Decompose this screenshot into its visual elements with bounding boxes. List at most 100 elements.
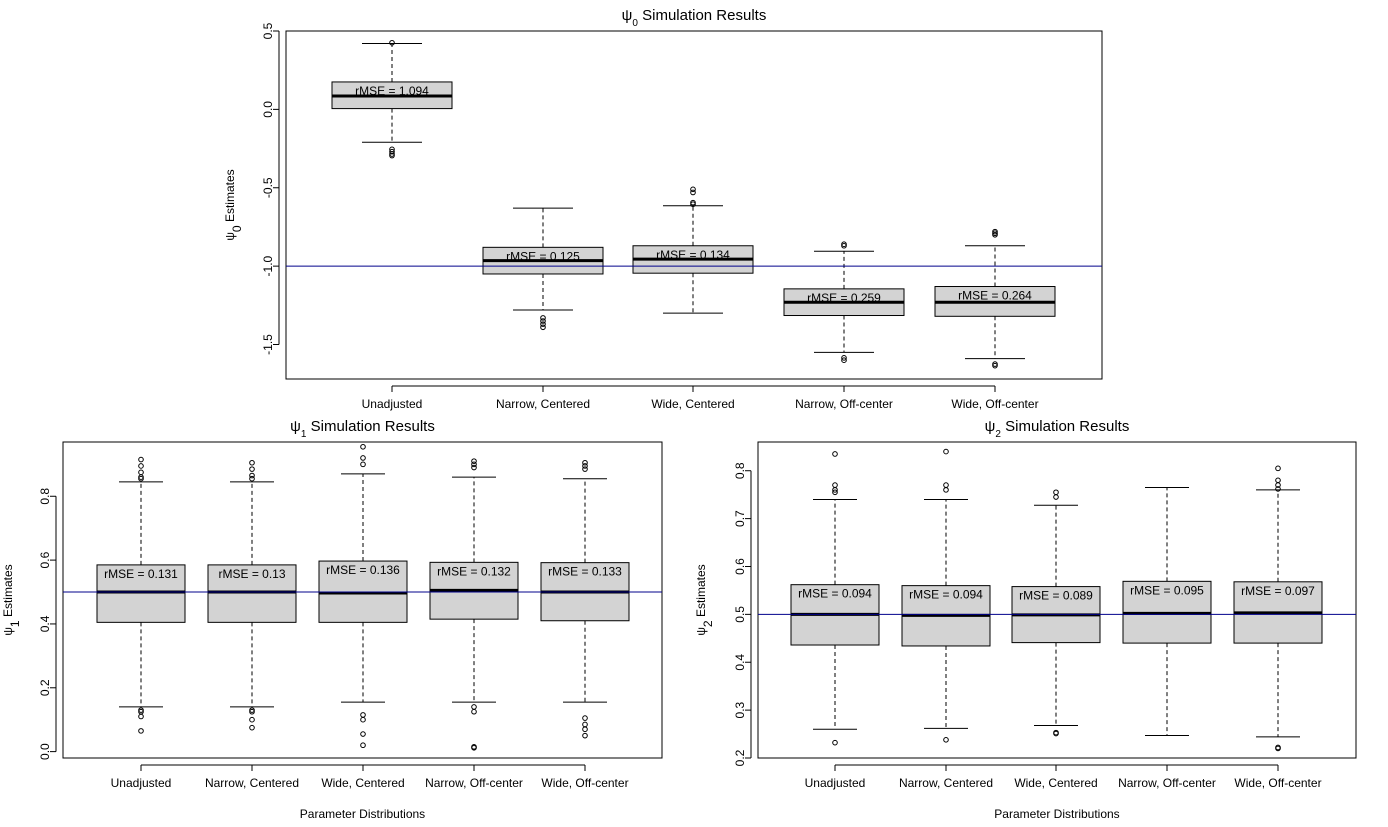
- rmse-label: rMSE = 0.097: [1241, 584, 1315, 598]
- outlier-point: [360, 461, 366, 468]
- outlier-point: [471, 708, 477, 715]
- outlier-point: [360, 731, 366, 737]
- outlier-point: [582, 715, 588, 721]
- y-tick-label: 0.3: [733, 701, 747, 718]
- x-tick-label: Unadjusted: [362, 397, 423, 411]
- outlier-point: [249, 708, 255, 715]
- x-tick-label: Wide, Off-center: [1234, 776, 1321, 790]
- y-axis-label-rest: Estimates: [694, 564, 708, 620]
- outlier-point: [249, 472, 255, 479]
- rmse-label: rMSE = 0.094: [909, 588, 983, 602]
- outlier-point: [1275, 486, 1281, 492]
- outlier-point: [389, 39, 395, 46]
- box-3: [632, 186, 754, 314]
- y-tick-label: -1.0: [261, 255, 275, 276]
- y-tick-label: 0.5: [733, 606, 747, 623]
- y-tick-label: 0.8: [733, 462, 747, 479]
- y-tick-label: 0.0: [261, 101, 275, 118]
- plot-frame: [62, 441, 663, 759]
- outlier-point: [582, 732, 588, 739]
- chart-title-subscript: 0: [632, 18, 638, 29]
- y-tick-label: 0.6: [733, 558, 747, 575]
- y-tick-label: 0.8: [38, 488, 52, 505]
- outlier-point: [138, 475, 144, 482]
- outlier-point: [249, 716, 255, 723]
- x-tick-label: Wide, Off-center: [541, 776, 628, 790]
- outlier-point: [389, 152, 395, 159]
- rmse-label: rMSE = 0.134: [656, 248, 730, 262]
- y-axis-label-symbol: ψ: [1, 627, 15, 636]
- outlier-point: [943, 737, 949, 743]
- y-tick-label: 0.0: [38, 743, 52, 760]
- y-tick-label: 0.4: [38, 615, 52, 632]
- interquartile-box: [96, 564, 186, 623]
- outlier-point: [249, 466, 255, 472]
- x-tick-label: Unadjusted: [805, 776, 866, 790]
- y-tick-label: 0.6: [38, 551, 52, 568]
- y-axis-label-rest: Estimates: [1, 564, 15, 620]
- y-axis-label: ψ1 Estimates: [1, 564, 22, 635]
- outlier-point: [540, 315, 546, 321]
- y-tick-label: 0.5: [261, 22, 275, 39]
- x-tick-label: Narrow, Off-center: [425, 776, 523, 790]
- x-tick-label: Narrow, Centered: [205, 776, 299, 790]
- outlier-point: [540, 324, 546, 331]
- outlier-point: [992, 231, 998, 238]
- x-axis-label: Parameter Distributions: [994, 807, 1119, 821]
- chart-title-subscript: 2: [995, 429, 1001, 440]
- chart-title-rest: Simulation Results: [306, 418, 434, 435]
- y-axis-label: ψ0 Estimates: [223, 169, 244, 240]
- rmse-label: rMSE = 0.094: [798, 587, 872, 601]
- rmse-label: rMSE = 0.131: [104, 567, 178, 581]
- chart-title: ψ1 Simulation Results: [290, 418, 435, 440]
- outlier-point: [582, 463, 588, 469]
- y-axis-label-subscript: 1: [8, 620, 22, 627]
- outlier-point: [943, 487, 949, 493]
- y-tick-label: 0.7: [733, 510, 747, 527]
- outlier-point: [832, 739, 838, 746]
- x-tick-label: Narrow, Centered: [899, 776, 993, 790]
- outlier-point: [389, 148, 395, 155]
- box-2: [901, 448, 991, 743]
- chart-title-rest: Simulation Results: [638, 7, 766, 24]
- outlier-point: [471, 744, 477, 751]
- outlier-point: [690, 201, 696, 208]
- x-tick-label: Narrow, Centered: [496, 397, 590, 411]
- outlier-point: [992, 362, 998, 369]
- rmse-label: rMSE = 0.136: [326, 563, 400, 577]
- outlier-point: [360, 716, 366, 723]
- outlier-point: [249, 475, 255, 482]
- y-tick-label: -1.5: [261, 334, 275, 355]
- outlier-point: [138, 456, 144, 463]
- rmse-label: rMSE = 0.13: [218, 567, 285, 581]
- y-axis-label-rest: Estimates: [223, 169, 237, 225]
- x-tick-label: Wide, Centered: [1014, 776, 1097, 790]
- box-5: [1233, 465, 1323, 752]
- outlier-point: [832, 487, 838, 493]
- plot-frame: [285, 30, 1103, 380]
- outlier-point: [540, 318, 546, 324]
- outlier-point: [138, 713, 144, 720]
- outlier-point: [582, 459, 588, 466]
- chart-title: ψ2 Simulation Results: [985, 418, 1130, 440]
- outlier-point: [832, 489, 838, 496]
- y-axis-label-symbol: ψ: [694, 627, 708, 636]
- y-axis-label-subscript: 0: [230, 225, 244, 232]
- x-axis-label: Parameter Distributions: [300, 807, 425, 821]
- x-tick-label: Narrow, Off-center: [1118, 776, 1216, 790]
- outlier-point: [582, 466, 588, 472]
- x-tick-label: Unadjusted: [111, 776, 172, 790]
- outlier-point: [471, 458, 477, 464]
- x-tick-label: Narrow, Off-center: [795, 397, 893, 411]
- outlier-point: [841, 357, 847, 363]
- outlier-point: [1275, 745, 1281, 752]
- outlier-point: [249, 459, 255, 466]
- outlier-point: [690, 186, 696, 193]
- outlier-point: [1053, 494, 1059, 500]
- outlier-point: [471, 461, 477, 468]
- x-tick-label: Wide, Centered: [651, 397, 734, 411]
